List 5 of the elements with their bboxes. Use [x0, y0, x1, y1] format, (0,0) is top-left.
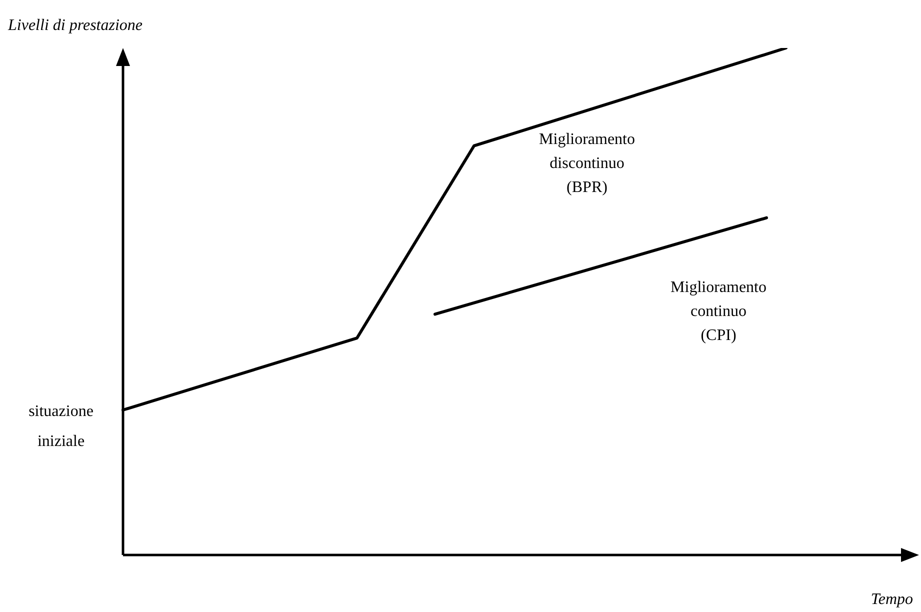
x-axis-title: Tempo: [870, 591, 913, 608]
series-label: Miglioramento discontinuo (BPR): [539, 131, 635, 196]
text: situazione iniziale: [28, 403, 94, 450]
series-label: Miglioramento continuo (CPI): [670, 279, 766, 344]
y-axis-title: Livelli di prestazione: [7, 17, 143, 34]
